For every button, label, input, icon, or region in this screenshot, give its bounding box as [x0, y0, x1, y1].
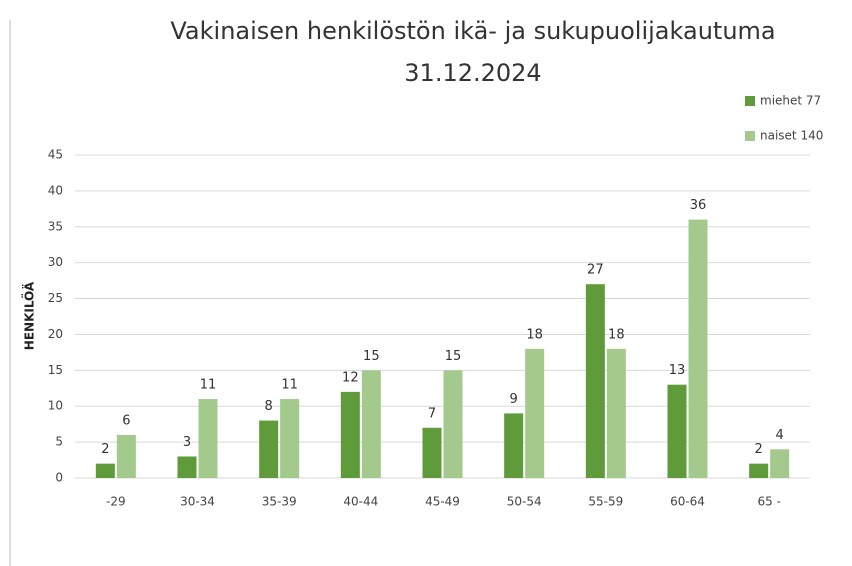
bar: [586, 284, 605, 478]
value-label: 9: [510, 392, 518, 407]
y-tick-label: 25: [48, 291, 63, 305]
chart: Vakinaisen henkilöstön ikä- ja sukupuoli…: [0, 0, 852, 566]
x-tick-label: 50-54: [507, 495, 542, 509]
legend-label: naiset 140: [760, 129, 823, 143]
bar: [668, 385, 687, 478]
legend-swatch: [745, 96, 755, 106]
bar: [504, 413, 523, 478]
y-tick-label: 30: [48, 255, 63, 269]
y-tick-label: 40: [48, 183, 63, 197]
x-tick-label: 60-64: [670, 495, 705, 509]
bar: [607, 349, 626, 478]
value-label: 18: [526, 327, 543, 342]
value-label: 11: [200, 378, 217, 393]
bar: [689, 220, 708, 478]
bar: [770, 449, 789, 478]
value-label: 8: [265, 399, 273, 414]
x-tick-label: 30-34: [180, 495, 215, 509]
bar: [749, 464, 768, 478]
value-label: 18: [608, 327, 625, 342]
y-tick-label: 10: [48, 399, 63, 413]
value-label: 3: [183, 435, 191, 450]
x-tick-label: 55-59: [588, 495, 623, 509]
value-label: 4: [776, 428, 784, 443]
bar: [96, 464, 115, 478]
value-label: 15: [445, 349, 462, 364]
value-label: 7: [428, 406, 436, 421]
y-tick-label: 5: [55, 435, 63, 449]
bar: [199, 399, 218, 478]
value-label: 13: [669, 363, 686, 378]
bar: [178, 456, 197, 478]
value-label: 36: [690, 198, 707, 213]
value-label: 11: [281, 378, 298, 393]
bar: [117, 435, 136, 478]
x-tick-label: 40-44: [343, 495, 378, 509]
value-label: 12: [342, 370, 359, 385]
bar: [341, 392, 360, 478]
legend-swatch: [745, 131, 755, 141]
y-axis-label: HENKILÖÄ: [22, 281, 37, 350]
x-tick-label: 65 -: [757, 495, 780, 509]
chart-title: Vakinaisen henkilöstön ikä- ja sukupuoli…: [170, 17, 775, 45]
x-tick-label: -29: [106, 495, 126, 509]
value-label: 6: [122, 413, 130, 428]
y-tick-label: 15: [48, 363, 63, 377]
bar: [525, 349, 544, 478]
bar: [423, 428, 442, 478]
value-label: 27: [587, 263, 604, 278]
value-label: 2: [755, 442, 763, 457]
x-tick-label: 35-39: [262, 495, 297, 509]
legend-label: miehet 77: [760, 94, 821, 108]
x-tick-label: 45-49: [425, 495, 460, 509]
chart-subtitle: 31.12.2024: [404, 59, 541, 87]
y-tick-label: 0: [55, 471, 63, 485]
bar: [444, 370, 463, 478]
bar: [362, 370, 381, 478]
value-label: 2: [101, 442, 109, 457]
bar: [259, 421, 278, 478]
y-tick-label: 45: [48, 148, 63, 162]
value-label: 15: [363, 349, 380, 364]
y-tick-label: 20: [48, 327, 63, 341]
y-tick-label: 35: [48, 219, 63, 233]
bar: [280, 399, 299, 478]
